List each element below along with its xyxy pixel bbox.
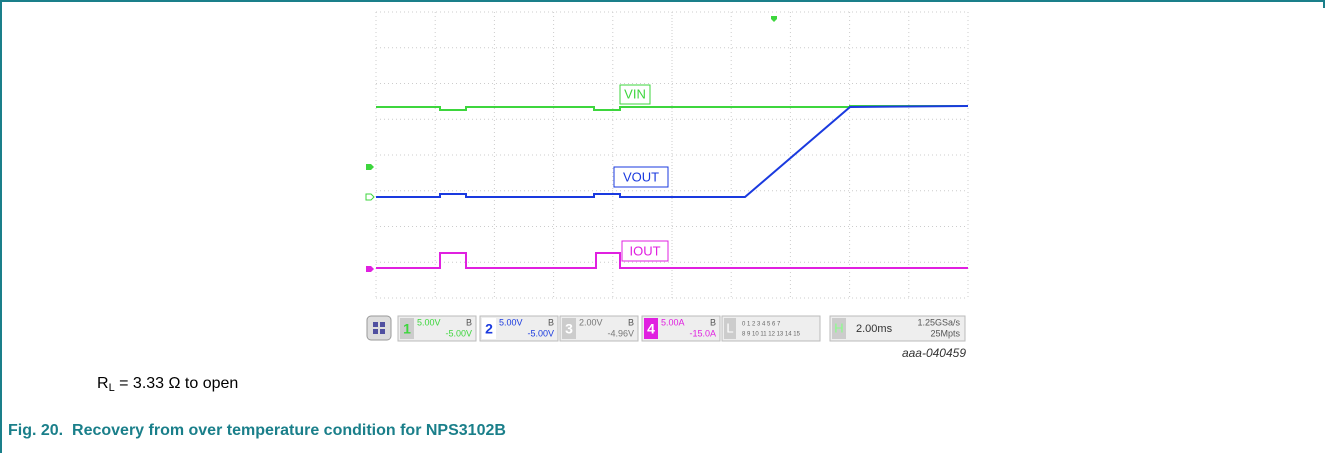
channel-tab <box>482 318 496 339</box>
channel-number: 4 <box>647 321 655 337</box>
iout-label-box <box>621 240 669 262</box>
iout-label: IOUT <box>629 243 660 258</box>
condition: RL = 3.33 Ω to open <box>97 375 238 394</box>
channel-bw: B <box>710 317 716 327</box>
timebase-tab <box>832 318 846 339</box>
points: 25Mpts <box>930 328 960 338</box>
ch2-marker <box>365 193 375 201</box>
timebase-label: H <box>834 320 843 335</box>
channel-offset: -15.0A <box>689 328 716 338</box>
ch4-marker <box>366 266 374 272</box>
channel-bw: B <box>548 317 554 327</box>
vout-label: VOUT <box>623 169 659 184</box>
symbol: R <box>97 375 109 392</box>
vin-label: VIN <box>624 86 646 101</box>
scope-grid <box>375 11 969 299</box>
channel-number: 3 <box>565 321 573 337</box>
menu-icon <box>373 329 378 334</box>
logic-row: 0 1 2 3 4 5 6 7 <box>742 322 781 328</box>
trigger-marker <box>771 16 777 22</box>
channel-tab <box>400 318 414 339</box>
channel-scale: 5.00A <box>661 317 685 327</box>
vin-label-box <box>619 84 651 105</box>
channel-tab <box>562 318 576 339</box>
menu-icon <box>380 329 385 334</box>
logic-box <box>721 315 821 342</box>
vout-label-box <box>613 166 669 188</box>
menu-icon <box>380 322 385 327</box>
menu-icon <box>373 322 378 327</box>
channel-offset: -4.96V <box>607 328 634 338</box>
menu-button <box>366 315 392 341</box>
condition-text: = 3.33 Ω to open <box>115 375 239 392</box>
timebase-box <box>829 315 966 342</box>
sample-rate: 1.25GSa/s <box>917 317 960 327</box>
timebase-scale: 2.00ms <box>856 323 893 335</box>
subscript: L <box>109 382 115 394</box>
channel-number: 2 <box>485 321 493 337</box>
channel-scale: 5.00V <box>417 317 441 327</box>
channel-offset: -5.00V <box>445 328 472 338</box>
channel-bw: B <box>628 317 634 327</box>
channel-scale: 2.00V <box>579 317 603 327</box>
logic-tab <box>724 318 736 339</box>
channel-number: 1 <box>403 321 411 337</box>
ch1-marker <box>366 164 374 170</box>
channel-bar: 1 5.00V B-5.00V 2 5.00V B-5.00V 3 2.00V B-4.96V 4… <box>397 315 721 342</box>
channel-scale: 5.00V <box>499 317 523 327</box>
figure-caption: Fig. 20. Recovery from over temperature … <box>8 422 506 439</box>
logic-label: L <box>726 320 733 335</box>
channel-bw: B <box>466 317 472 327</box>
channel-tab <box>644 318 658 339</box>
vout-trace <box>376 105 969 198</box>
figure-id: aaa-040459 <box>902 346 966 360</box>
iout-trace <box>376 252 968 269</box>
channel-offset: -5.00V <box>527 328 554 338</box>
logic-row: 8 9 10 11 12 13 14 15 <box>742 332 801 338</box>
